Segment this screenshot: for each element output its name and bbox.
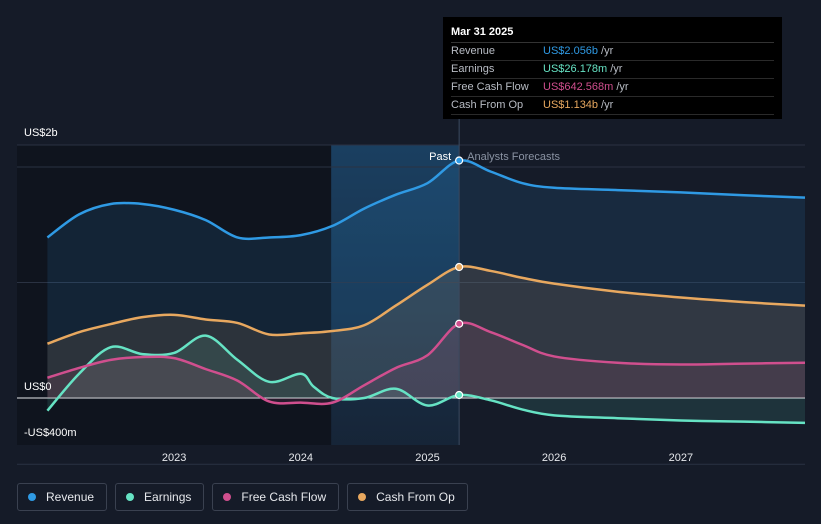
tooltip-row-earnings: Earnings US$26.178m /yr [451,61,774,79]
x-tick-label: 2023 [162,452,186,464]
line-revenue [46,159,806,241]
legend-label: Free Cash Flow [241,490,327,504]
tooltip-unit: /yr [601,45,614,57]
marker-revenue [455,156,464,165]
forecast-label: Analysts Forecasts [467,151,560,163]
tooltip-label: Revenue [451,45,496,57]
tooltip-value: US$642.568m [543,81,614,93]
y-tick-label: US$0 [24,381,52,393]
x-tick-label: 2026 [542,452,566,464]
line-cash-from-op [46,265,806,345]
x-tick-label: 2025 [415,452,439,464]
tooltip-label: Cash From Op [451,99,524,111]
legend: Revenue Earnings Free Cash Flow Cash Fro… [17,483,468,511]
marker-earnings [455,390,464,400]
area-revenue [47,160,805,398]
legend-item-earnings[interactable]: Earnings [115,483,205,511]
y-tick-label: -US$400m [24,427,77,439]
tooltip-value: US$26.178m [543,63,608,75]
legend-item-cash-from-op[interactable]: Cash From Op [347,483,468,511]
legend-item-free-cash-flow[interactable]: Free Cash Flow [212,483,340,511]
tooltip-unit: /yr [601,99,614,111]
tooltip-unit: /yr [610,63,623,75]
tooltip-date: Mar 31 2025 [451,25,774,43]
past-label: Past [429,151,451,163]
marker-free-cash-flow [455,319,464,328]
legend-dot-icon [358,493,367,501]
legend-label: Revenue [46,490,95,504]
legend-label: Cash From Op [376,490,455,504]
line-free-cash-flow [47,321,806,406]
legend-dot-icon [126,493,135,501]
line-earnings [46,334,806,425]
legend-label: Earnings [144,490,192,504]
legend-dot-icon [28,493,36,501]
legend-dot-icon [223,493,232,501]
tooltip-label: Free Cash Flow [451,81,529,93]
tooltip-row-revenue: Revenue US$2.056b /yr [451,43,774,61]
past-shade [17,145,332,445]
area-earnings [47,335,805,423]
tooltip: Mar 31 2025 Revenue US$2.056b /yr Earnin… [443,17,782,119]
y-tick-label: US$2b [24,127,58,139]
tooltip-unit: /yr [616,81,629,93]
x-tick-label: 2024 [289,452,313,464]
area-cash-from-op [47,266,805,398]
x-tick-label: 2027 [669,452,693,464]
tooltip-row-cash-from-op: Cash From Op US$1.134b /yr [451,97,774,115]
area-free-cash-flow [47,322,805,404]
tooltip-label: Earnings [451,63,495,75]
tooltip-row-free-cash-flow: Free Cash Flow US$642.568m /yr [451,79,774,97]
legend-item-revenue[interactable]: Revenue [17,483,108,511]
tooltip-value: US$2.056b [543,45,599,57]
marker-cash-from-op [455,262,464,272]
tooltip-value: US$1.134b [543,99,599,111]
